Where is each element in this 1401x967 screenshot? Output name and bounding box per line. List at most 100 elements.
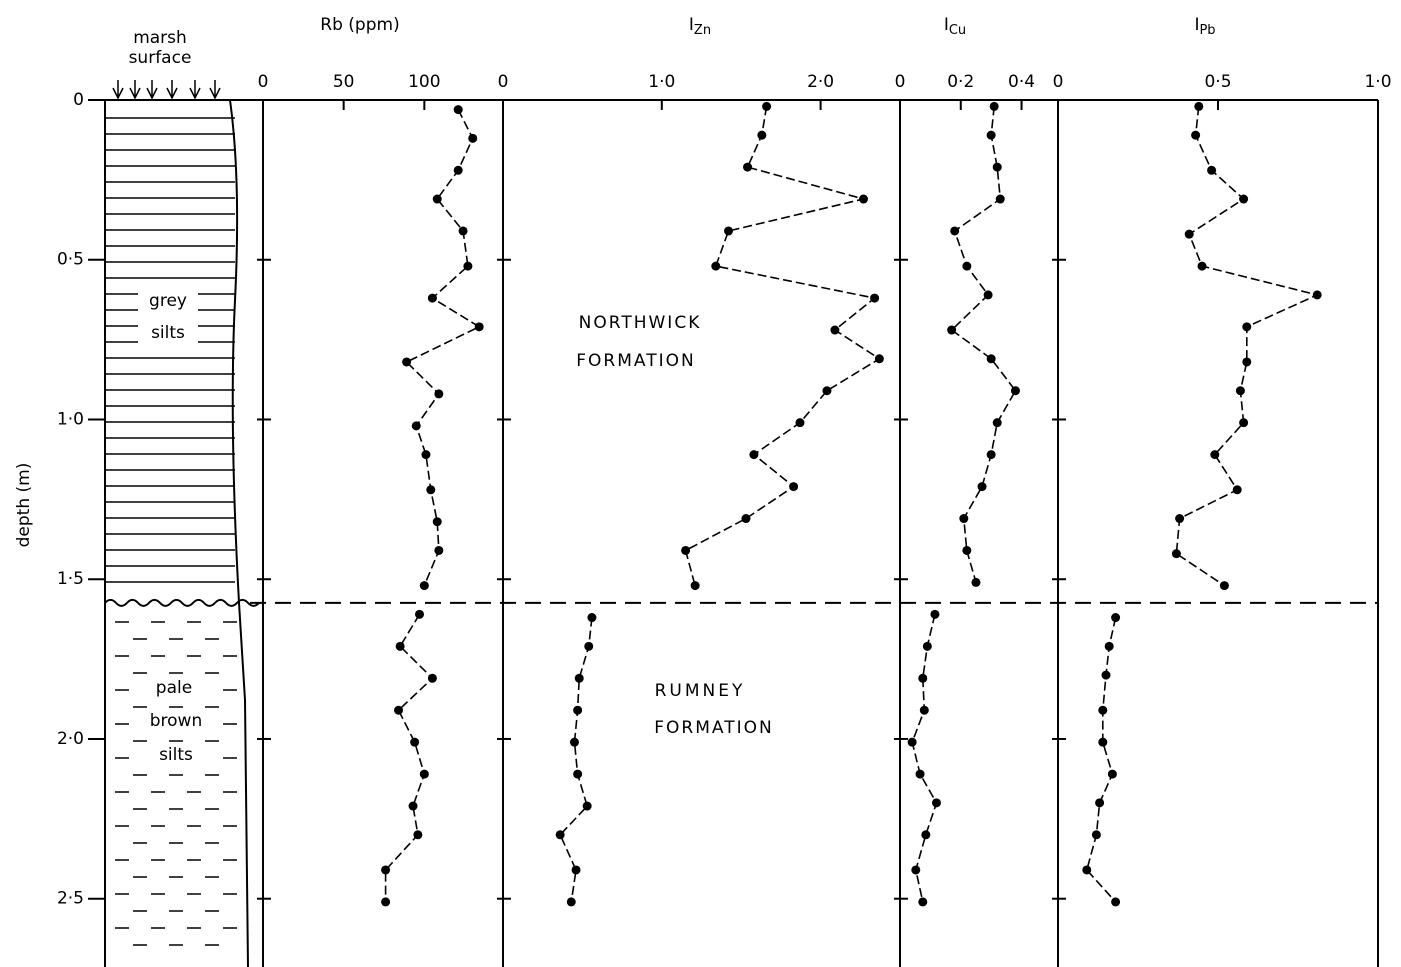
data-point xyxy=(996,195,1005,204)
data-point xyxy=(962,546,971,555)
series-line xyxy=(1176,106,1317,585)
data-point xyxy=(1185,230,1194,239)
x-tick-label: 0 xyxy=(1053,72,1064,92)
lithology-label: grey xyxy=(149,291,187,311)
x-tick-label: 0 xyxy=(258,72,269,92)
data-point xyxy=(402,357,411,366)
data-point xyxy=(1111,613,1120,622)
data-point xyxy=(762,102,771,111)
x-tick-label: 1·0 xyxy=(648,72,675,92)
data-point xyxy=(1111,897,1120,906)
data-point xyxy=(1313,290,1322,299)
series-line xyxy=(686,106,880,585)
surface-label: surface xyxy=(129,48,192,68)
data-point xyxy=(587,613,596,622)
series-line xyxy=(1087,618,1116,902)
data-point xyxy=(381,865,390,874)
data-point xyxy=(434,389,443,398)
data-point xyxy=(830,326,839,335)
data-point xyxy=(930,610,939,619)
data-point xyxy=(420,770,429,779)
panel-title-sub: Cu xyxy=(949,23,966,38)
data-point xyxy=(993,163,1002,172)
data-point xyxy=(454,166,463,175)
data-point xyxy=(1082,865,1091,874)
data-point xyxy=(743,163,752,172)
data-point xyxy=(1092,830,1101,839)
data-point xyxy=(410,738,419,747)
data-point xyxy=(1098,706,1107,715)
data-point xyxy=(413,830,422,839)
data-point xyxy=(711,262,720,271)
data-point xyxy=(916,770,925,779)
data-point xyxy=(724,226,733,235)
data-point xyxy=(1105,642,1114,651)
surface-label: marsh xyxy=(133,28,187,48)
data-point xyxy=(396,642,405,651)
data-point xyxy=(434,546,443,555)
data-point xyxy=(381,897,390,906)
data-point xyxy=(421,450,430,459)
panel-title: Rb (ppm) xyxy=(320,15,399,35)
x-tick-label: 1·0 xyxy=(1364,72,1391,92)
lithology-label: silts xyxy=(159,745,193,765)
series-line xyxy=(912,614,936,902)
data-point xyxy=(681,546,690,555)
data-point xyxy=(795,418,804,427)
data-point xyxy=(757,131,766,140)
data-point xyxy=(459,226,468,235)
data-point xyxy=(923,642,932,651)
data-point xyxy=(556,830,565,839)
data-point xyxy=(990,102,999,111)
y-tick-label: 1·0 xyxy=(57,409,84,429)
data-point xyxy=(993,418,1002,427)
data-point xyxy=(394,706,403,715)
data-point xyxy=(428,674,437,683)
surface-arrow xyxy=(147,80,157,98)
data-point xyxy=(572,865,581,874)
data-point xyxy=(859,195,868,204)
formation-label: FORMATION xyxy=(654,718,773,738)
data-point xyxy=(409,802,418,811)
data-point xyxy=(741,514,750,523)
x-tick-label: 0·4 xyxy=(1008,72,1035,92)
data-point xyxy=(921,830,930,839)
data-point xyxy=(1207,166,1216,175)
data-point xyxy=(870,294,879,303)
data-point xyxy=(918,897,927,906)
lithology-label: brown xyxy=(150,711,203,731)
data-point xyxy=(962,262,971,271)
data-point xyxy=(475,322,484,331)
x-tick-label: 100 xyxy=(408,72,440,92)
data-point xyxy=(567,897,576,906)
data-point xyxy=(420,581,429,590)
data-point xyxy=(415,610,424,619)
data-point xyxy=(1233,485,1242,494)
surface-arrow xyxy=(210,80,220,98)
data-point xyxy=(1098,738,1107,747)
data-point xyxy=(1175,514,1184,523)
data-point xyxy=(570,738,579,747)
data-point xyxy=(1239,418,1248,427)
panel-title: IZn xyxy=(689,15,711,38)
data-point xyxy=(1102,671,1111,680)
page: marsh surface depth (m) NORTHWICK FORMAT… xyxy=(0,0,1401,967)
data-point xyxy=(908,738,917,747)
depth-axis-label: depth (m) xyxy=(14,463,34,548)
x-tick-label: 50 xyxy=(333,72,355,92)
data-point xyxy=(971,578,980,587)
data-point xyxy=(1220,581,1229,590)
data-point xyxy=(573,770,582,779)
data-point xyxy=(987,450,996,459)
y-tick-label: 2·0 xyxy=(57,729,84,749)
x-tick-label: 2·0 xyxy=(807,72,834,92)
data-point xyxy=(426,485,435,494)
data-point xyxy=(454,105,463,114)
panel-title: ICu xyxy=(944,15,966,38)
data-point xyxy=(1011,386,1020,395)
x-tick-label: 0·2 xyxy=(947,72,974,92)
unconformity xyxy=(105,600,259,606)
panel-title-main: Rb (ppm) xyxy=(320,15,399,35)
data-point xyxy=(920,706,929,715)
data-point xyxy=(1095,798,1104,807)
